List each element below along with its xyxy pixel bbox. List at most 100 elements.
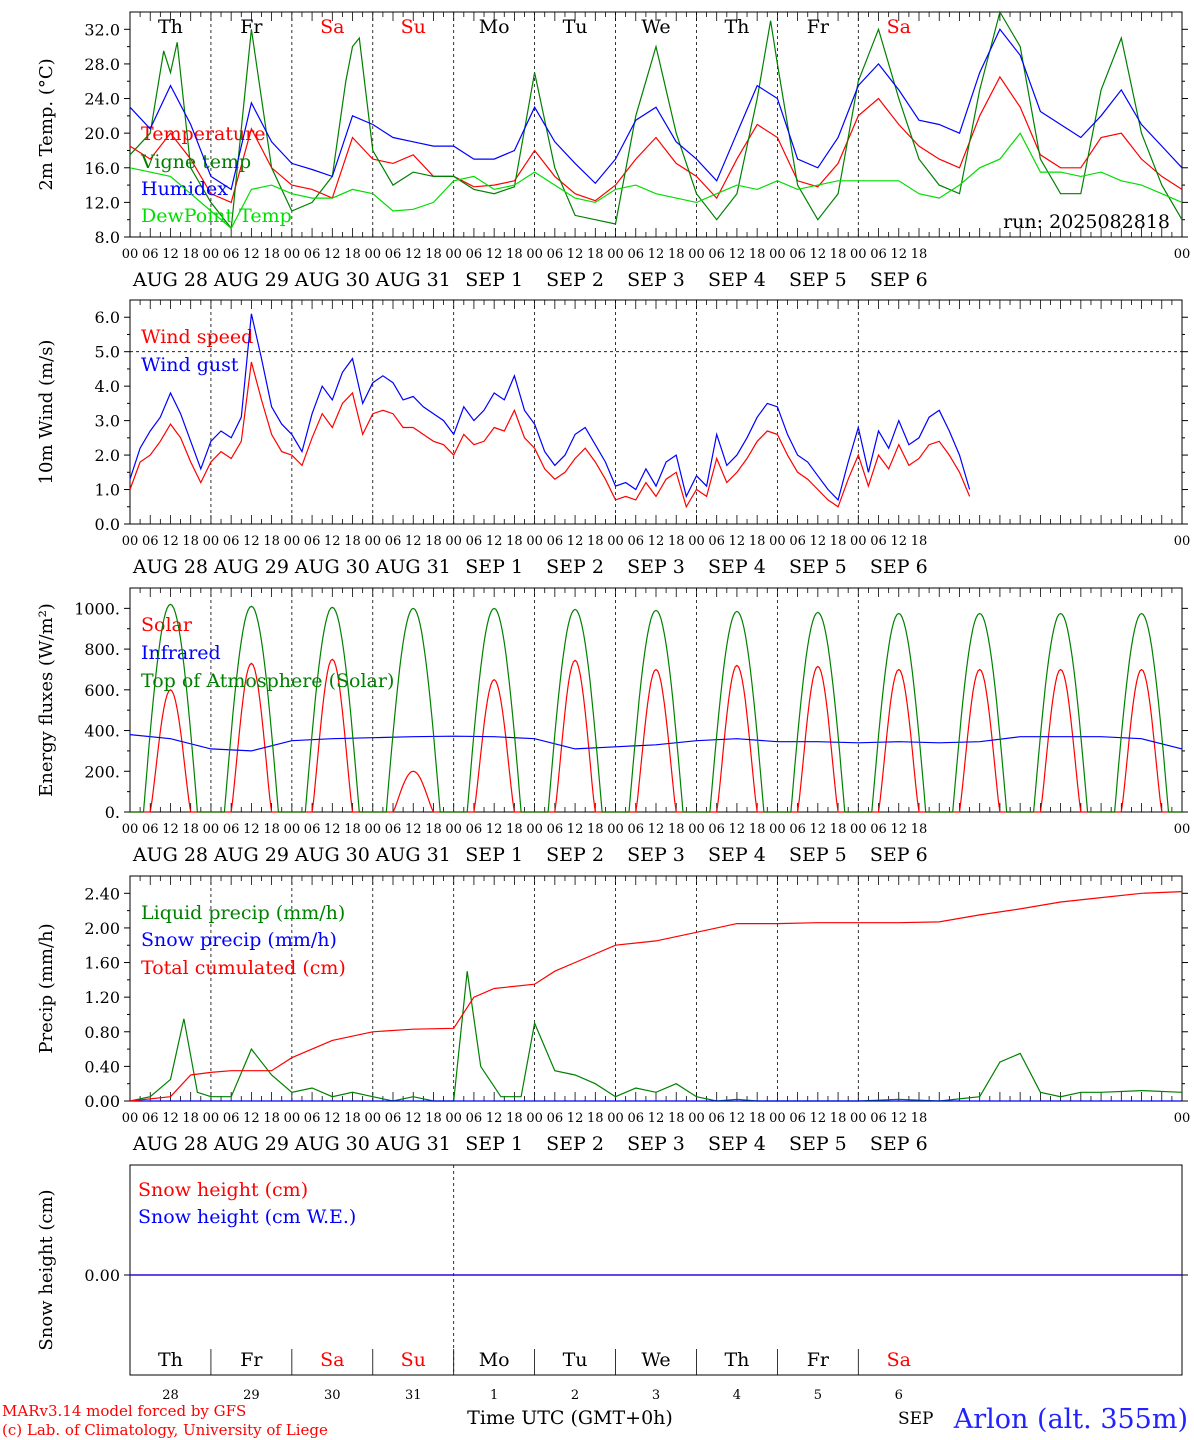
panel-4: 0.00 0.40 0.80 1.20 1.60 2.00 2.40 Precip (mm/h…: [36, 875, 1191, 1155]
date-label: AUG 31: [375, 269, 451, 291]
x-tick-label: 18: [587, 534, 604, 549]
x-tick-label: 00: [122, 822, 139, 837]
legend-entry: Vigne temp: [140, 151, 251, 173]
x-tick-label: 18: [911, 1111, 928, 1126]
x-tick-label: 00: [688, 247, 705, 262]
x-tick-label: 18: [182, 534, 199, 549]
y-axis-label: Snow height (cm): [36, 1189, 57, 1350]
panel-5: 0.00 Snow height (cm) Snow height (cm) Snow…: [36, 1164, 1188, 1403]
date-label: AUG 31: [375, 556, 451, 578]
x-tick-label: 18: [830, 534, 847, 549]
date-label: AUG 28: [132, 556, 208, 578]
x-tick-label: 06: [304, 534, 321, 549]
panel-3: 0. 200. 400. 600. 800. 1000. Energy fluxes (W/…: [36, 587, 1191, 866]
y-tick-label: 5.0: [95, 343, 120, 362]
x-tick-label: 12: [729, 534, 746, 549]
x-tick-label: 06: [627, 822, 644, 837]
date-label: AUG 29: [213, 556, 289, 578]
date-label: SEP 5: [789, 269, 847, 291]
station-label: Arlon (alt. 355m): [953, 1404, 1188, 1435]
x-tick-label: 00: [122, 1111, 139, 1126]
x-tick-label: 18: [182, 1111, 199, 1126]
x-tick-label: 00: [688, 822, 705, 837]
y-tick-label: 0.00: [84, 1092, 120, 1111]
y-tick-label: 2.00: [84, 919, 120, 938]
x-tick-label: 12: [243, 1111, 260, 1126]
x-tick-label: 18: [830, 247, 847, 262]
x-tick-label: 18: [749, 822, 766, 837]
x-tick-label: 12: [162, 247, 179, 262]
x-tick-label: 06: [466, 247, 483, 262]
date-label: SEP 1: [465, 1133, 523, 1155]
x-tick-label: 06: [789, 1111, 806, 1126]
x-tick-label: 12: [486, 822, 503, 837]
x-tick-label: 00: [1174, 1111, 1191, 1126]
date-label: SEP 6: [870, 556, 928, 578]
legend-entry: Temperature: [141, 123, 265, 145]
x-tick-label: 18: [506, 822, 523, 837]
date-label: SEP 1: [465, 844, 523, 866]
date-label: SEP 5: [789, 844, 847, 866]
date-label: AUG 30: [294, 556, 370, 578]
x-tick-label: 00: [850, 247, 867, 262]
x-tick-label: 00: [526, 1111, 543, 1126]
x-tick-label: 12: [405, 822, 422, 837]
day-number-label: 28: [162, 1388, 179, 1403]
x-tick-label: 18: [587, 247, 604, 262]
y-tick-label: 20.0: [84, 124, 120, 143]
x-tick-label: 06: [627, 247, 644, 262]
x-tick-label: 06: [142, 822, 159, 837]
x-tick-label: 12: [810, 822, 827, 837]
y-tick-label: 32.0: [84, 20, 120, 39]
weekday-label: Sa: [320, 1349, 344, 1371]
x-tick-label: 06: [547, 534, 564, 549]
x-tick-label: 12: [243, 822, 260, 837]
x-tick-label: 00: [769, 822, 786, 837]
y-tick-label: 1000.: [74, 599, 120, 618]
footer-model-line: MARv3.14 model forced by GFS: [2, 1402, 246, 1420]
series-line-temperature: [129, 75, 1183, 204]
x-tick-label: 00: [607, 247, 624, 262]
x-tick-label: 00: [364, 534, 381, 549]
legend-entry: Liquid precip (mm/h): [141, 902, 345, 924]
x-tick-label: 06: [304, 247, 321, 262]
y-tick-label: 8.0: [95, 228, 120, 247]
x-tick-label: 18: [263, 534, 280, 549]
x-tick-label: 06: [385, 822, 402, 837]
weekday-label: We: [641, 1349, 670, 1371]
x-tick-label: 12: [567, 822, 584, 837]
y-axis-label: 2m Temp. (°C): [36, 58, 57, 190]
x-tick-label: 06: [304, 822, 321, 837]
y-tick-label: 600.: [84, 681, 120, 700]
date-label: SEP 4: [708, 1133, 766, 1155]
weekday-label: Mo: [479, 1349, 510, 1371]
x-tick-label: 00: [284, 1111, 301, 1126]
plot-frame: [129, 587, 1183, 813]
legend-entry: Wind gust: [141, 354, 239, 376]
x-tick-label: 18: [668, 247, 685, 262]
day-number-label: 5: [814, 1388, 822, 1403]
x-tick-label: 00: [1174, 822, 1191, 837]
legend-entry: Top of Atmosphere (Solar): [141, 670, 394, 692]
x-tick-label: 18: [506, 534, 523, 549]
date-label: SEP 6: [870, 844, 928, 866]
date-label: SEP 2: [546, 844, 604, 866]
weekday-label: Su: [401, 16, 426, 38]
x-tick-label: 12: [890, 1111, 907, 1126]
y-tick-label: 1.60: [84, 954, 120, 973]
x-tick-label: 12: [243, 534, 260, 549]
date-label: SEP 3: [627, 1133, 685, 1155]
x-tick-label: 12: [162, 1111, 179, 1126]
y-tick-label: 1.0: [95, 481, 120, 500]
day-number-label: 3: [652, 1388, 660, 1403]
series-line-liquid-precip-mm-h-: [129, 971, 1183, 1102]
x-tick-label: 06: [466, 822, 483, 837]
day-number-label: 4: [733, 1388, 741, 1403]
x-tick-label: 18: [749, 247, 766, 262]
x-tick-label: 00: [526, 822, 543, 837]
date-label: SEP 4: [708, 556, 766, 578]
legend-entry: Snow height (cm): [138, 1179, 308, 1201]
x-tick-label: 18: [749, 1111, 766, 1126]
x-tick-label: 06: [142, 534, 159, 549]
plot-frame: [129, 299, 1183, 525]
